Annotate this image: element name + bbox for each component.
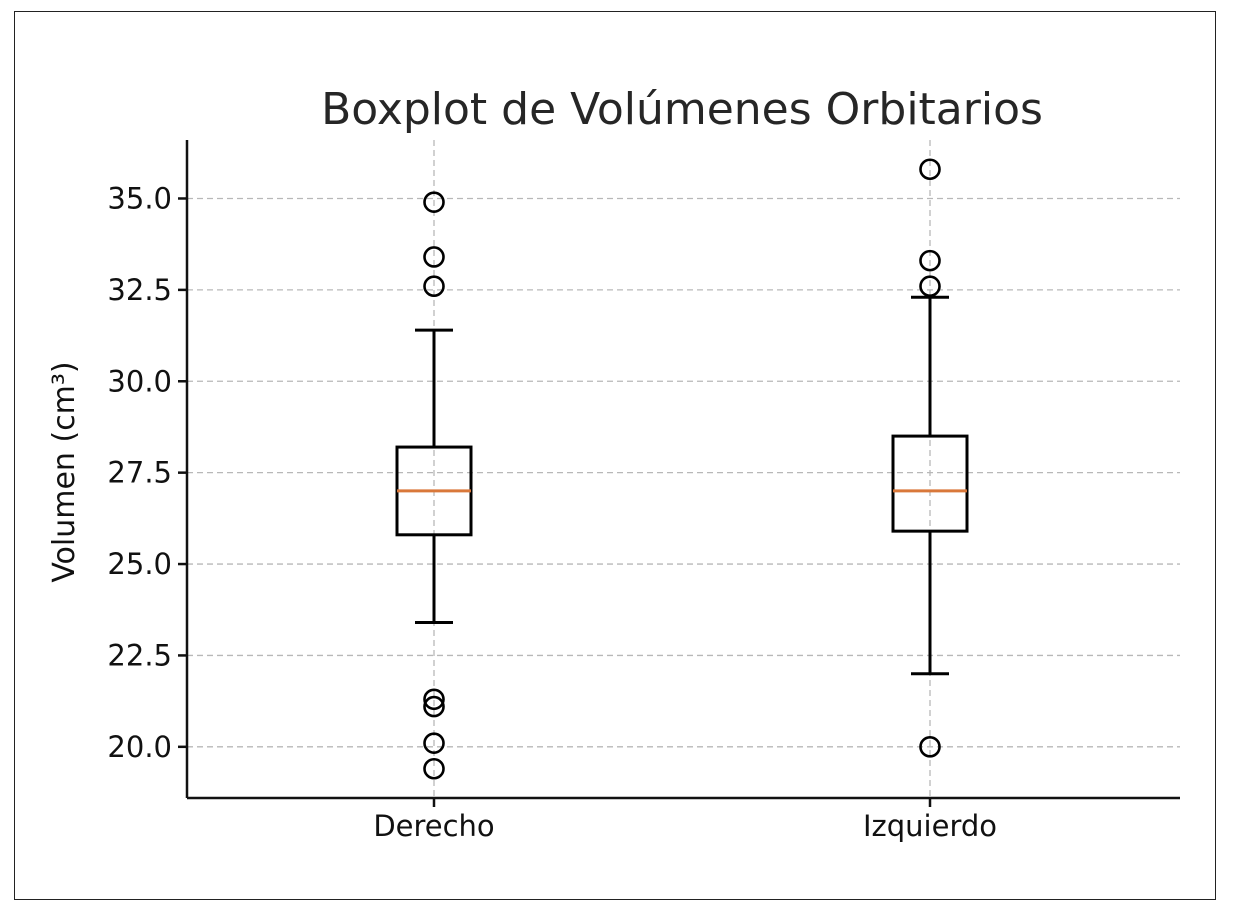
outlier-point [919,249,941,272]
y-tick-label: 20.0 [107,730,172,764]
outlier-point [919,275,941,298]
outlier-point [423,275,445,298]
outlier-point [919,158,941,181]
box-derecho [395,191,473,780]
outlier-point [423,191,445,213]
y-tick-label: 30.0 [107,364,172,398]
outlier-point [423,757,445,780]
iqr-box [891,434,969,533]
outlier-point [423,688,445,711]
y-tick-label: 27.5 [107,456,172,490]
outlier-point [423,246,445,268]
y-axis-label: Volumen (cm³) [47,361,82,582]
x-tick-label-derecho: Derecho [373,809,494,843]
box-izquierdo [891,158,969,758]
outlier-point [423,695,445,718]
axes [178,140,1180,807]
figure-frame [14,11,1216,900]
outlier-point [423,732,445,754]
y-tick-label: 35.0 [107,181,172,215]
y-tick-label: 22.5 [107,638,172,672]
x-tick-label-izquierdo: Izquierdo [863,809,997,843]
boxes [395,158,969,780]
tick-labels: 20.0 22.5 25.0 27.5 30.0 32.5 35.0 Derecho Izqui… [107,181,997,843]
chart-title: Boxplot de Volúmenes Orbitarios [321,84,1043,135]
grid-lines [187,140,1180,798]
y-tick-label: 32.5 [107,273,172,307]
outlier-point [919,736,941,758]
y-tick-label: 25.0 [107,547,172,581]
